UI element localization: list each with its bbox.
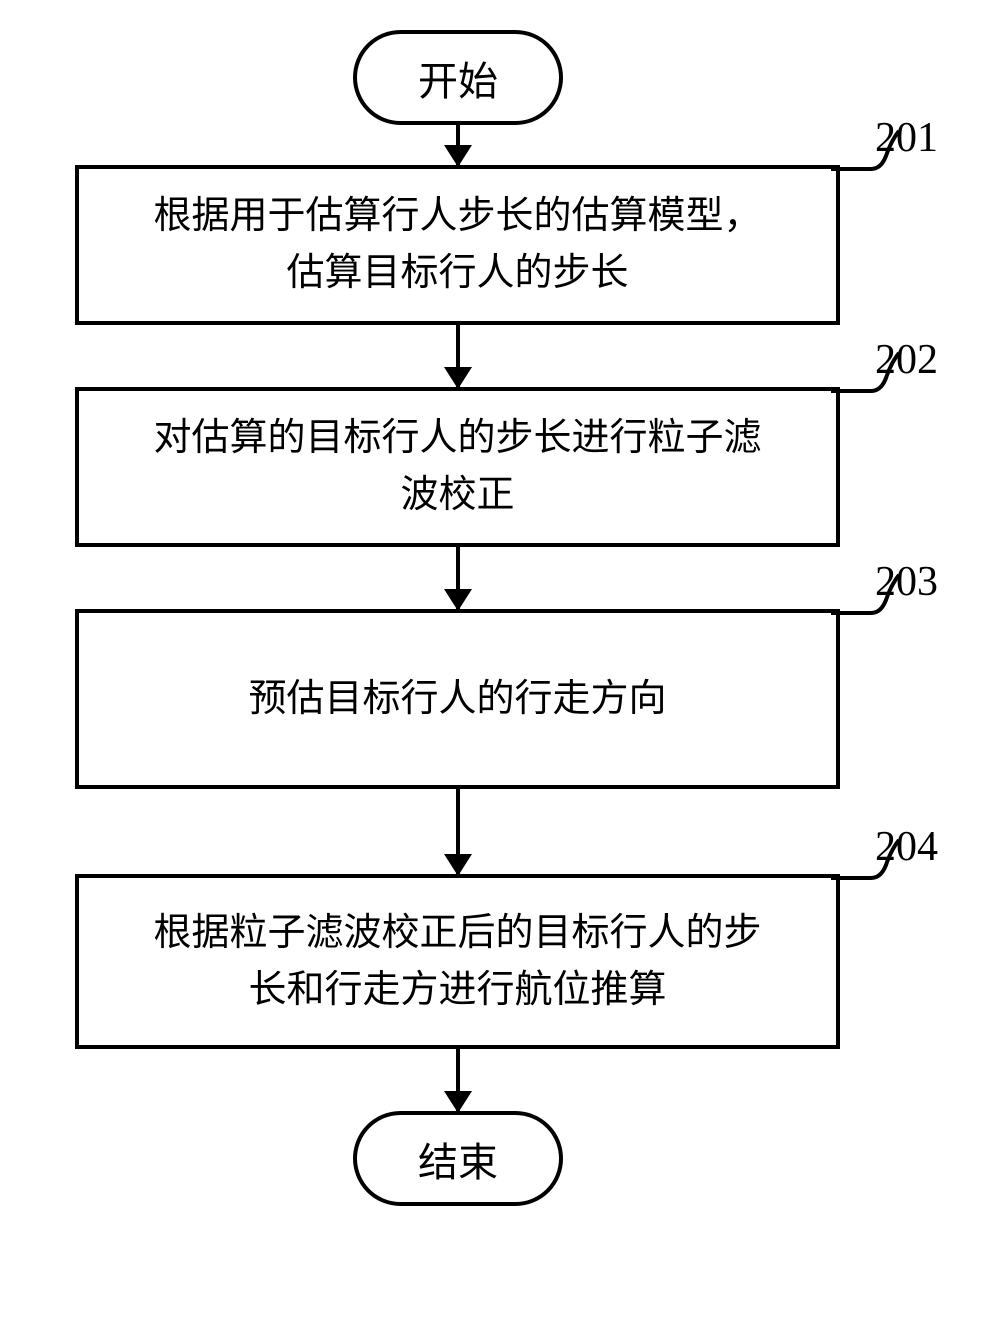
flowchart-container: 开始 201 根据用于估算行人步长的估算模型， 估算目标行人的步长 202 对估…	[75, 30, 915, 1206]
step-text-201: 根据用于估算行人步长的估算模型， 估算目标行人的步长	[153, 188, 761, 302]
arrow-1	[75, 125, 840, 165]
arrow-2	[75, 325, 840, 387]
process-step-203: 203 预估目标行人的行走方向	[75, 609, 840, 789]
start-terminal: 开始	[353, 30, 563, 125]
process-step-201: 201 根据用于估算行人步长的估算模型， 估算目标行人的步长	[75, 165, 840, 325]
start-label: 开始	[418, 49, 498, 107]
step-number-203: 203	[875, 558, 938, 606]
end-label: 结束	[418, 1130, 498, 1188]
arrow-3	[75, 547, 840, 609]
step-text-204: 根据粒子滤波校正后的目标行人的步 长和行走方进行航位推算	[153, 905, 761, 1019]
step-number-204: 204	[875, 823, 938, 871]
step-number-201: 201	[875, 114, 938, 162]
end-terminal: 结束	[353, 1111, 563, 1206]
process-step-204: 204 根据粒子滤波校正后的目标行人的步 长和行走方进行航位推算	[75, 874, 840, 1049]
step-number-202: 202	[875, 336, 938, 384]
step-text-203: 预估目标行人的行走方向	[248, 671, 666, 728]
arrow-5	[75, 1049, 840, 1111]
step-text-202: 对估算的目标行人的步长进行粒子滤 波校正	[153, 410, 761, 524]
arrow-4	[75, 789, 840, 874]
process-step-202: 202 对估算的目标行人的步长进行粒子滤 波校正	[75, 387, 840, 547]
